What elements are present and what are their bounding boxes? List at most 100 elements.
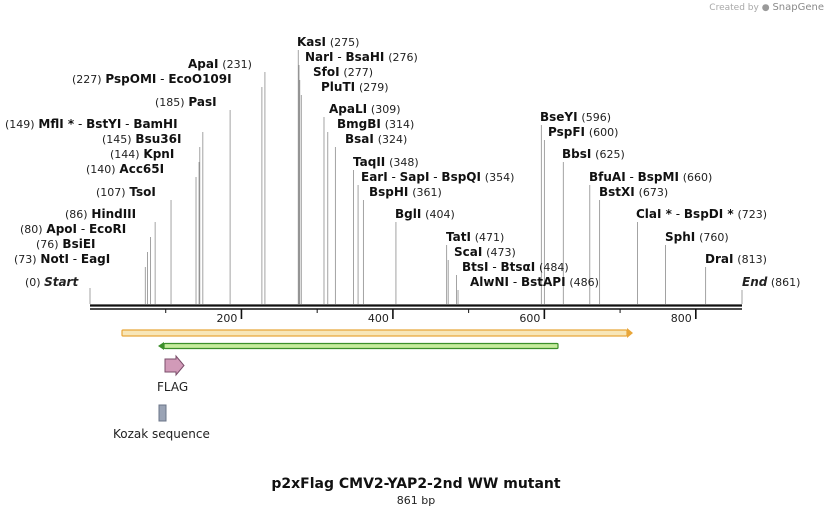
flag-feature-arrow[interactable] (164, 354, 185, 377)
enzyme-position: (140) (86, 163, 116, 176)
enzyme-position: (314) (385, 118, 415, 131)
enzyme-label-bbsi[interactable]: BbsI (625) (562, 147, 625, 161)
enzyme-name: ClaI * (636, 207, 673, 221)
enzyme-separator: - (672, 207, 684, 221)
enzyme-label-sfoi[interactable]: SfoI (277) (313, 65, 373, 79)
map-length: 861 bp (396, 494, 436, 507)
enzyme-label-noti[interactable]: (73) NotI - EagI (14, 252, 110, 266)
snapgene-branding: Created by ● SnapGene (709, 2, 824, 13)
enzyme-label-hindiii[interactable]: (86) HindIII (65, 207, 136, 221)
enzyme-name: Bsu36I (135, 132, 181, 146)
enzyme-position: (486) (569, 276, 599, 289)
enzyme-label-bgli[interactable]: BglI (404) (395, 207, 455, 221)
enzyme-position: (348) (389, 156, 419, 169)
enzyme-label-pluti[interactable]: PluTI (279) (321, 80, 389, 94)
flag-feature-label[interactable]: FLAG (157, 380, 189, 394)
enzyme-label-apali[interactable]: ApaLI (309) (329, 102, 401, 116)
reverse-orf-arrowhead (158, 342, 164, 350)
enzyme-separator: - (429, 170, 441, 184)
enzyme-label-nari[interactable]: NarI - BsaHI (276) (305, 50, 418, 64)
dna-backbone: 200 400 600 800 (90, 304, 742, 325)
enzyme-label-btsi[interactable]: BtsI - BtsαI (484) (462, 260, 569, 274)
enzyme-label-bstxi[interactable]: BstXI (673) (599, 185, 668, 199)
reverse-orf-bar[interactable] (163, 342, 559, 350)
enzyme-name: BmgBI (337, 117, 381, 131)
enzyme-labels: (73) NotI - EagI(76) BsiEI(80) ApoI - Ec… (5, 35, 800, 289)
enzyme-name: BamHI (133, 117, 177, 131)
end-label-text: End (742, 275, 768, 289)
enzyme-label-bseyi[interactable]: BseYI (596) (540, 110, 611, 124)
enzyme-name: TaqII (353, 155, 385, 169)
ruler-tick-label: 600 (519, 312, 540, 325)
enzyme-separator: - (334, 50, 346, 64)
enzyme-position: (484) (539, 261, 569, 274)
enzyme-label-pspfi[interactable]: PspFI (600) (548, 125, 618, 139)
enzyme-name: PasI (188, 95, 216, 109)
enzyme-name: BglI (395, 207, 421, 221)
enzyme-label-mfli[interactable]: (149) MflI * - BstYI - BamHI (5, 117, 178, 131)
branding-prefix: Created by (709, 3, 759, 13)
enzyme-label-bsiei[interactable]: (76) BsiEI (36, 237, 96, 251)
enzyme-position: (275) (330, 36, 360, 49)
snapgene-logo-icon: ● (761, 3, 770, 13)
enzyme-name: TatI (446, 230, 471, 244)
enzyme-name: SapI (400, 170, 430, 184)
enzyme-position: (596) (581, 111, 611, 124)
enzyme-label-bmgbi[interactable]: BmgBI (314) (337, 117, 414, 131)
enzyme-name: BspHI (369, 185, 408, 199)
enzyme-label-tati[interactable]: TatI (471) (446, 230, 504, 244)
enzyme-position: (185) (155, 96, 185, 109)
enzyme-label-clai[interactable]: ClaI * - BspDI * (723) (636, 207, 767, 221)
forward-orf-arrowhead (627, 328, 633, 338)
enzyme-position: (276) (388, 51, 418, 64)
enzyme-separator: - (388, 170, 400, 184)
enzyme-name: EcoRI (89, 222, 126, 236)
enzyme-label-taqii[interactable]: TaqII (348) (353, 155, 419, 169)
enzyme-position: (324) (378, 133, 408, 146)
enzyme-label-bsu36i[interactable]: (145) Bsu36I (102, 132, 181, 146)
enzyme-separator: - (509, 275, 521, 289)
enzyme-position: (309) (371, 103, 401, 116)
enzyme-label-kpni[interactable]: (144) KpnI (110, 147, 174, 161)
enzyme-label-kasi[interactable]: KasI (275) (297, 35, 359, 49)
enzyme-position: (227) (72, 73, 102, 86)
feature-layer (121, 328, 633, 422)
enzyme-name: BbsI (562, 147, 591, 161)
enzyme-label-bfuai[interactable]: BfuAI - BspMI (660) (589, 170, 712, 184)
enzyme-name: BtsαI (500, 260, 535, 274)
enzyme-name: AlwNI (470, 275, 509, 289)
start-label: (0) Start (25, 275, 79, 289)
enzyme-label-apai[interactable]: ApaI (231) (188, 57, 252, 71)
enzyme-position: (354) (485, 171, 515, 184)
end-label-position: (861) (767, 276, 800, 289)
enzyme-name: BspMI (638, 170, 679, 184)
enzyme-label-eari[interactable]: EarI - SapI - BspQI (354) (361, 170, 514, 184)
enzyme-label-scai[interactable]: ScaI (473) (454, 245, 516, 259)
enzyme-name: ApaLI (329, 102, 367, 116)
enzyme-label-acc65i[interactable]: (140) Acc65I (86, 162, 164, 176)
enzyme-name: PluTI (321, 80, 355, 94)
enzyme-label-tsoi[interactable]: (107) TsoI (96, 185, 156, 199)
kozak-feature-box[interactable] (158, 404, 167, 422)
enzyme-label-pasi[interactable]: (185) PasI (155, 95, 217, 109)
ruler-tick-label: 200 (216, 312, 237, 325)
enzyme-label-apoi[interactable]: (80) ApoI - EcoRI (20, 222, 126, 236)
enzyme-label-pspomi[interactable]: (227) PspOMI - EcoO109I (72, 72, 232, 86)
enzyme-name: PspFI (548, 125, 585, 139)
enzyme-separator: - (74, 117, 86, 131)
forward-orf-bar[interactable] (121, 329, 628, 337)
enzyme-name: BspQI (441, 170, 481, 184)
kozak-feature-label[interactable]: Kozak sequence (113, 427, 210, 441)
map-title-block: p2xFlag CMV2-YAP2-2nd WW mutant 861 bp (0, 476, 832, 507)
enzyme-label-bsphi[interactable]: BspHI (361) (369, 185, 442, 199)
enzyme-name: BtsI (462, 260, 489, 274)
enzyme-position: (73) (14, 253, 37, 266)
enzyme-position: (231) (222, 58, 252, 71)
enzyme-label-drai[interactable]: DraI (813) (705, 252, 767, 266)
enzyme-label-alwni[interactable]: AlwNI - BstAPI (486) (470, 275, 599, 289)
enzyme-position: (673) (639, 186, 669, 199)
enzyme-label-bsai[interactable]: BsaI (324) (345, 132, 407, 146)
enzyme-position: (76) (36, 238, 59, 251)
enzyme-label-sphi[interactable]: SphI (760) (665, 230, 729, 244)
